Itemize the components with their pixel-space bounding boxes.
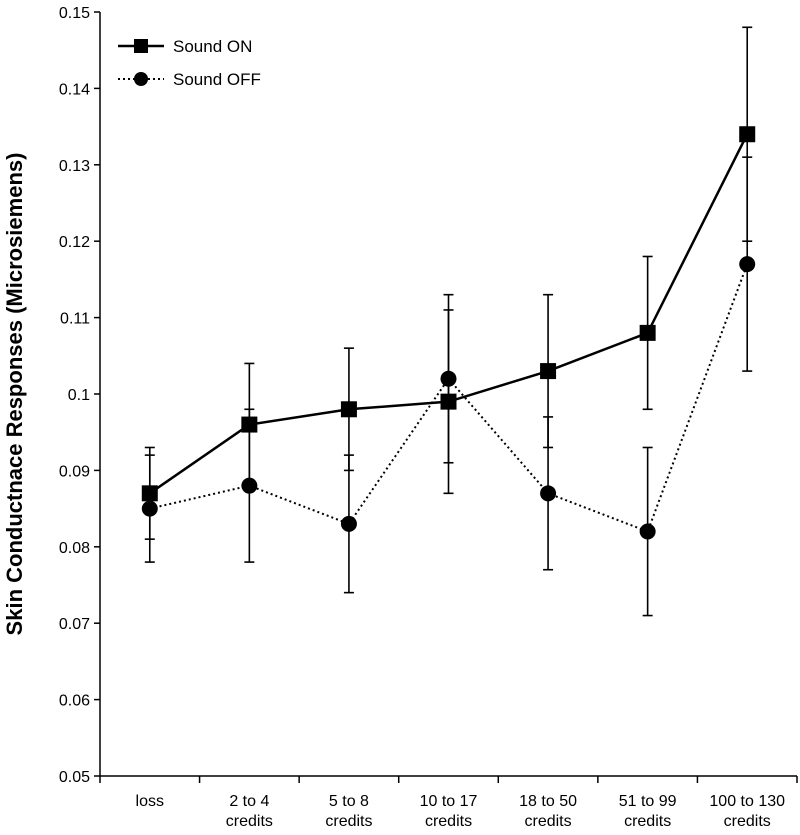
data-point [141,500,158,517]
legend: Sound ON Sound OFF [118,37,261,89]
x-tick-label: 100 to 130 credits [709,793,785,830]
series-sound-off [141,156,756,617]
x-tick-label: 5 to 8 credits [325,793,372,830]
x-tick-label: 2 to 4 credits [226,793,273,830]
x-tick-label: 18 to 50 credits [519,793,577,830]
data-point [540,363,557,380]
y-ticks: 0.05 0.06 0.07 0.08 0.09 0.1 0.11 0.12 0.13 0.14 0… [59,5,100,786]
data-point [639,523,656,540]
data-point [440,370,457,387]
y-axis-title: Skin Conductnace Responses (Microsiemens… [2,153,27,636]
y-tick-label: 0.12 [59,234,90,251]
y-tick-label: 0.15 [59,5,90,22]
legend-marker-sound-on [134,39,148,53]
x-tick-label: loss [136,793,164,810]
legend-marker-sound-off [134,72,148,86]
data-point [340,515,357,532]
data-point [540,485,557,502]
y-tick-label: 0.14 [59,81,90,98]
y-tick-label: 0.06 [59,693,90,710]
y-tick-label: 0.11 [60,311,90,328]
y-tick-label: 0.07 [59,616,90,633]
x-tick-label: 10 to 17 credits [420,793,478,830]
y-tick-label: 0.05 [59,769,90,786]
legend-label-sound-off: Sound OFF [173,70,261,89]
x-ticks: loss 2 to 4 credits 5 to 8 credits 10 to 17 cr… [99,776,798,830]
data-point [639,324,656,341]
series-layer [141,26,756,617]
x-tick-label: 51 to 99 credits [619,793,677,830]
y-tick-label: 0.08 [59,540,90,557]
y-tick-label: 0.13 [59,158,90,175]
data-point [739,256,756,273]
data-point [340,401,357,418]
y-tick-label: 0.09 [59,463,90,480]
y-tick-label: 0.1 [68,387,90,404]
data-point [241,477,258,494]
legend-label-sound-on: Sound ON [173,37,252,56]
data-point [739,126,756,143]
